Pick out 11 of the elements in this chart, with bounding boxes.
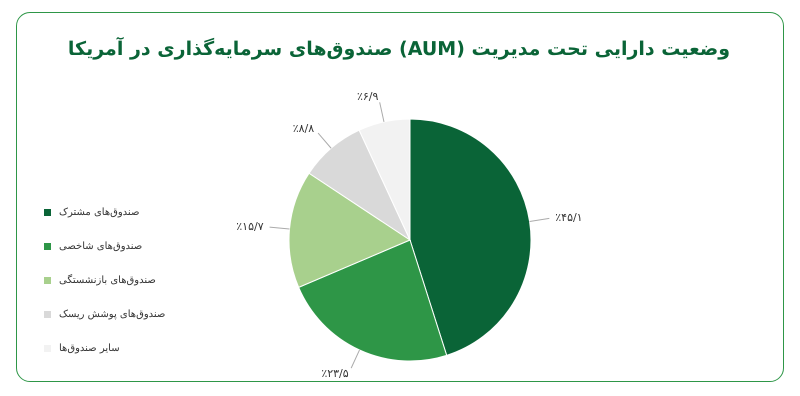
legend-label: صندوق‌های مشترک	[59, 206, 140, 218]
data-label: ٪۸/۸	[292, 122, 314, 136]
legend-label: صندوق‌های پوشش ریسک	[59, 308, 166, 320]
data-label: ٪۶/۹	[356, 90, 378, 103]
legend-label: صندوق‌های بازنشستگی	[59, 274, 156, 286]
chart-title: وضعیت دارایی تحت مدیریت (AUM) صندوق‌های سرمایه‌گذاری در آمریکا	[66, 38, 732, 60]
legend-label: سایر صندوق‌ها	[59, 342, 120, 354]
data-label: ٪۲۳/۵	[321, 367, 349, 380]
data-label: ٪۱۵/۷	[236, 220, 264, 234]
data-label: ٪۴۵/۱	[555, 210, 583, 224]
legend-label: صندوق‌های شاخصی	[59, 240, 142, 252]
